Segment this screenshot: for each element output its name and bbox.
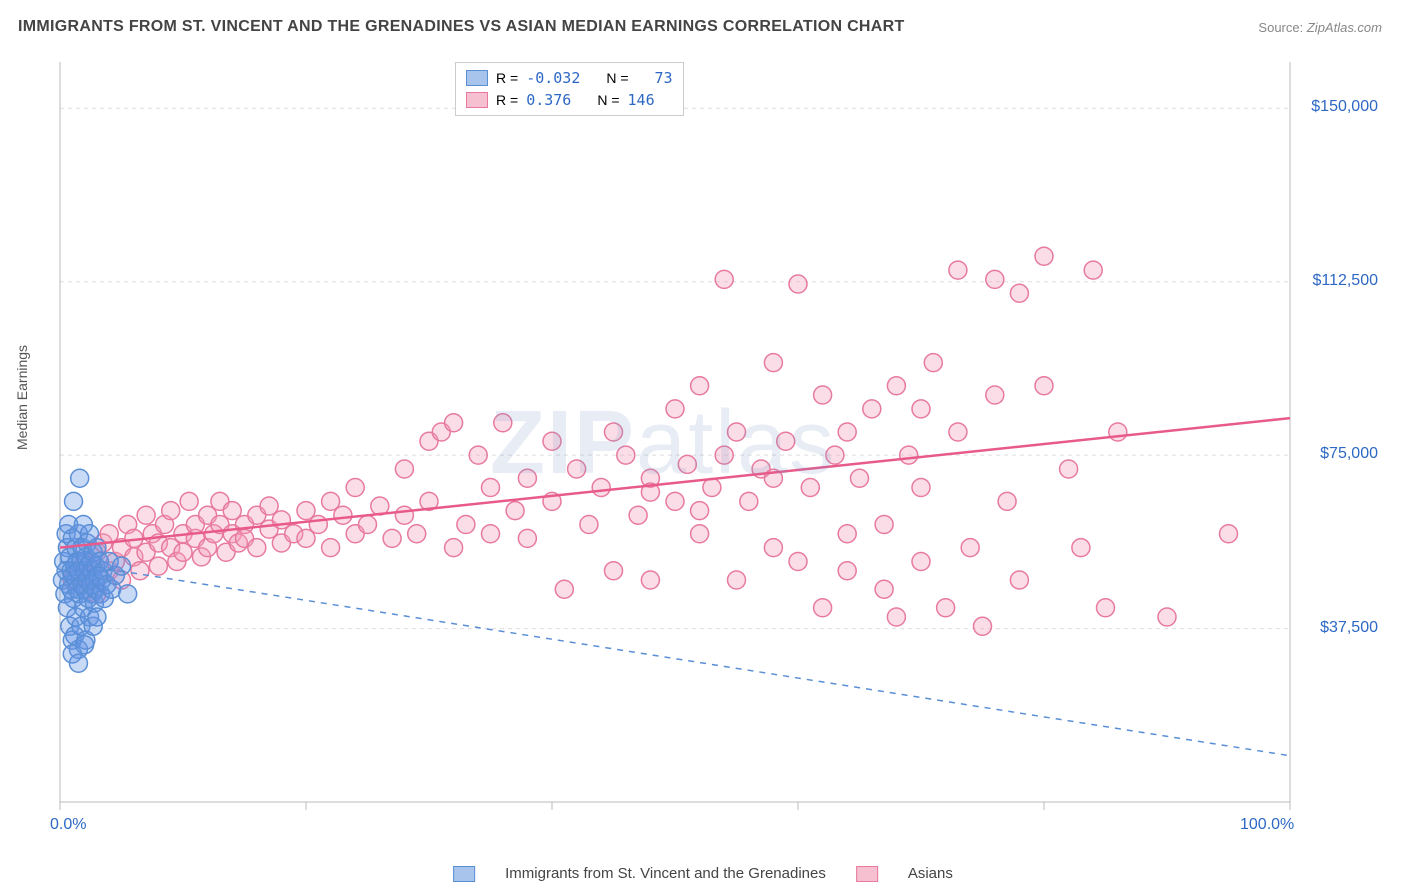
chart-title: IMMIGRANTS FROM ST. VINCENT AND THE GREN…	[18, 18, 905, 36]
corr-swatch-series1	[466, 70, 488, 86]
corr-r-value-2: 0.376	[526, 89, 571, 111]
source-attribution: Source: ZipAtlas.com	[1258, 20, 1382, 35]
y-tick-label: $75,000	[1320, 445, 1378, 463]
corr-n-label-1: N =	[606, 67, 628, 89]
legend-label-series2: Asians	[908, 865, 953, 882]
source-value: ZipAtlas.com	[1307, 20, 1382, 35]
y-tick-label: $37,500	[1320, 619, 1378, 637]
y-tick-label: $112,500	[1312, 272, 1378, 290]
y-axis-label: Median Earnings	[14, 345, 30, 450]
correlation-legend: R = -0.032 N = 73 R = 0.376 N = 146	[455, 62, 684, 116]
chart-svg	[50, 52, 1300, 842]
corr-n-value-1: 73	[637, 67, 673, 89]
corr-n-label-2: N =	[597, 89, 619, 111]
y-tick-label: $150,000	[1311, 98, 1378, 116]
bottom-legend: Immigrants from St. Vincent and the Gren…	[453, 865, 953, 882]
corr-row-series1: R = -0.032 N = 73	[466, 67, 673, 89]
x-tick-label-min: 0.0%	[50, 816, 86, 834]
source-label: Source:	[1258, 20, 1303, 35]
chart-plot-area: ZIPatlas	[50, 52, 1300, 842]
corr-r-label-2: R =	[496, 89, 518, 111]
corr-row-series2: R = 0.376 N = 146	[466, 89, 673, 111]
legend-swatch-series1	[453, 866, 475, 882]
legend-swatch-series2	[856, 866, 878, 882]
corr-r-label-1: R =	[496, 67, 518, 89]
corr-r-value-1: -0.032	[526, 67, 580, 89]
corr-n-value-2: 146	[628, 89, 655, 111]
corr-swatch-series2	[466, 92, 488, 108]
legend-label-series1: Immigrants from St. Vincent and the Gren…	[505, 865, 826, 882]
x-tick-label-max: 100.0%	[1240, 816, 1294, 834]
